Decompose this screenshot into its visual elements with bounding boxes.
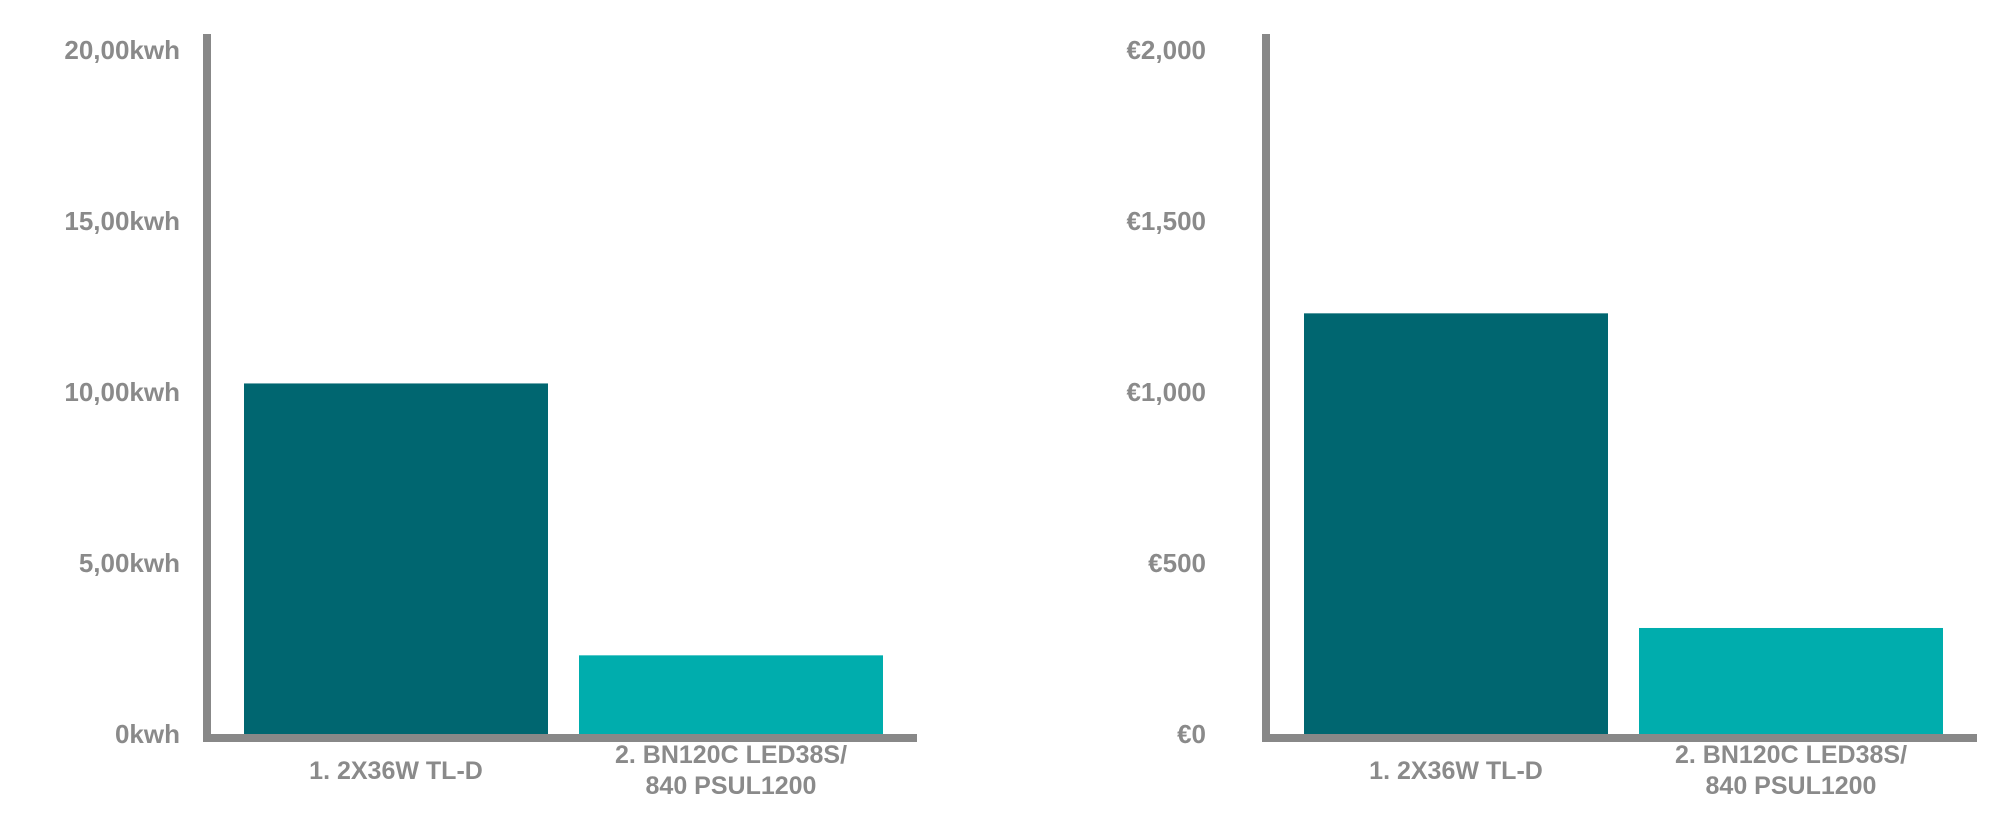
- bar-1: [1304, 313, 1608, 734]
- y-tick-label: €1,000: [1126, 377, 1206, 407]
- bar-1: [244, 383, 548, 734]
- y-tick-label: €500: [1148, 548, 1206, 578]
- bar-2: [579, 655, 883, 734]
- energy-consumption-chart: 0kwh 5,00kwh 10,00kwh 15,00kwh 20,00kwh 1. 2X…: [64, 34, 917, 800]
- y-tick-label: €1,500: [1126, 206, 1206, 236]
- x-category-label: 2. BN120C LED38S/: [1675, 741, 1907, 769]
- x-category-label: 1. 2X36W TL-D: [309, 757, 483, 785]
- x-category-label: 2. BN120C LED38S/: [615, 741, 847, 769]
- bar-2: [1639, 627, 1943, 734]
- x-category-label: 840 PSUL1200: [646, 772, 817, 800]
- y-tick-label: 20,00kwh: [64, 35, 180, 65]
- y-tick-label: 5,00kwh: [79, 548, 180, 578]
- x-category-label: 1. 2X36W TL-D: [1369, 757, 1543, 785]
- y-tick-label: 15,00kwh: [64, 206, 180, 236]
- y-tick-label: €2,000: [1126, 35, 1206, 65]
- y-tick-label: 10,00kwh: [64, 377, 180, 407]
- x-category-label: 840 PSUL1200: [1706, 772, 1877, 800]
- y-tick-label: €0: [1177, 719, 1206, 749]
- y-tick-label: 0kwh: [115, 719, 180, 749]
- energy-cost-chart: €0 €500 €1,000 €1,500 €2,000 1. 2X36W TL-D 2. …: [1126, 34, 1977, 800]
